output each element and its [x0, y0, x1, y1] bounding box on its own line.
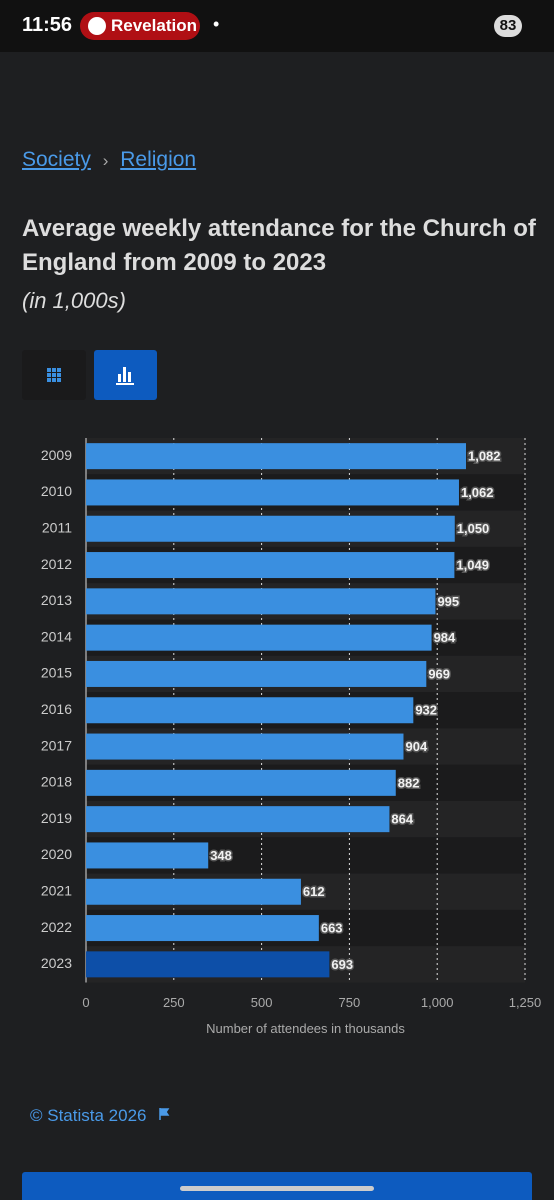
bar	[86, 769, 396, 796]
x-tick-label: 0	[82, 995, 89, 1010]
y-tick-label: 2020	[41, 846, 72, 862]
breadcrumb-link[interactable]: Society	[22, 148, 91, 171]
value-label: 1,082	[468, 449, 501, 464]
bar	[86, 951, 330, 978]
y-tick-label: 2018	[41, 774, 72, 790]
app-icon	[88, 17, 106, 35]
title: Average weekly attendance for the Church…	[22, 215, 536, 276]
bar	[86, 443, 466, 470]
value-label: 864	[391, 812, 413, 827]
y-tick-label: 2014	[41, 628, 72, 644]
chart-toggle[interactable]	[94, 350, 157, 400]
y-tick-label: 2009	[41, 447, 72, 463]
x-axis-title: Number of attendees in thousands	[206, 1021, 405, 1036]
value-label: 1,050	[457, 521, 490, 536]
value-label: 1,049	[456, 557, 489, 572]
x-tick-label: 250	[163, 995, 185, 1010]
y-tick-label: 2011	[42, 519, 72, 535]
bar	[86, 733, 404, 760]
battery: 83	[494, 15, 522, 37]
bar	[86, 660, 427, 687]
chart: 0 250 500 750 1,000 1,250 Number of attendees …	[41, 438, 542, 1036]
value-label: 984	[434, 630, 456, 645]
y-tick-label: 2021	[41, 882, 72, 898]
source[interactable]: © Statista 2026	[30, 1106, 171, 1126]
bar	[86, 624, 432, 651]
grid-icon	[47, 368, 61, 382]
y-tick-label: 2022	[41, 919, 72, 935]
bar	[86, 806, 390, 833]
bar	[86, 515, 455, 542]
value-label: 882	[398, 775, 420, 790]
bar	[86, 878, 301, 905]
value-label: 904	[405, 739, 427, 754]
bar	[86, 479, 459, 506]
subtitle: (in 1,000s)	[22, 288, 126, 313]
value-label: 932	[415, 703, 437, 718]
home-indicator	[180, 1186, 374, 1191]
breadcrumb: Society › Religion	[22, 148, 196, 172]
value-label: 969	[428, 666, 450, 681]
value-label: 995	[437, 594, 459, 609]
x-tick-label: 750	[339, 995, 361, 1010]
dot: •	[213, 14, 220, 34]
x-tick-label: 1,250	[509, 995, 542, 1010]
time: 11:56	[22, 14, 73, 36]
y-tick-label: 2019	[41, 810, 72, 826]
breadcrumb-link[interactable]: Religion	[120, 148, 197, 171]
value-label: 348	[210, 848, 232, 863]
source-text: © Statista 2026	[30, 1106, 147, 1125]
y-tick-label: 2013	[41, 592, 72, 608]
bar	[86, 697, 414, 724]
x-tick-label: 500	[251, 995, 273, 1010]
separator: ›	[102, 151, 109, 170]
y-tick-label: 2023	[41, 955, 72, 971]
value-label: 1,062	[461, 485, 494, 500]
value-label: 612	[303, 884, 325, 899]
y-tick-label: 2017	[41, 737, 72, 753]
app-name: Revelation	[111, 16, 197, 35]
chart-icon	[116, 367, 134, 385]
bar	[86, 915, 319, 942]
value-label: 693	[331, 957, 353, 972]
x-tick-label: 1,000	[421, 995, 454, 1010]
y-tick-label: 2012	[41, 556, 72, 572]
bar	[86, 552, 455, 579]
value-label: 663	[321, 920, 343, 935]
table-toggle[interactable]	[22, 350, 86, 400]
status-bar: 11:56 Revelation • 83	[0, 0, 554, 52]
y-tick-label: 2010	[41, 483, 72, 499]
flag-icon	[159, 1108, 170, 1120]
bar	[86, 588, 436, 615]
bar	[86, 842, 209, 869]
y-tick-label: 2015	[41, 665, 72, 681]
y-tick-label: 2016	[41, 701, 72, 717]
